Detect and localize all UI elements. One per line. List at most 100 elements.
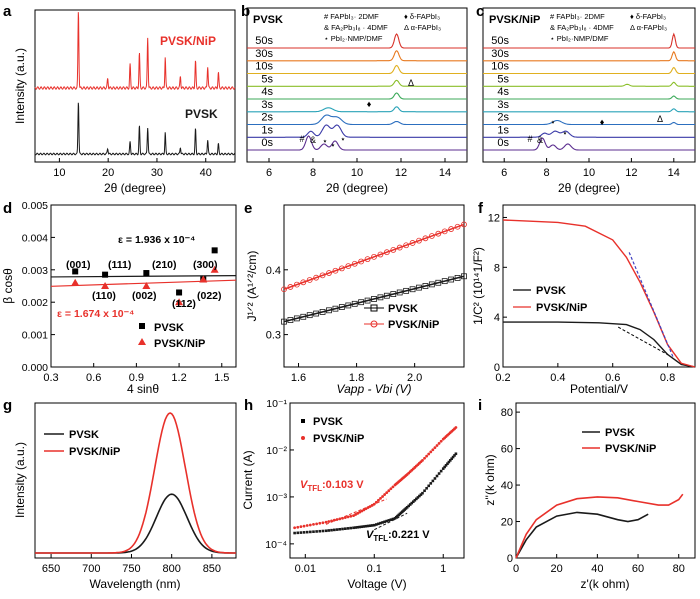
e-point-pvsk: [441, 278, 448, 285]
i-xtick-label: 40: [591, 563, 603, 575]
b-xtick-label: 8: [310, 167, 316, 179]
plot-frame-e: [283, 204, 465, 368]
c-time-label: 30s: [491, 48, 509, 60]
e-fit-line: [283, 275, 465, 323]
e-ytick-label: 0.3: [266, 330, 281, 342]
b-traces: [247, 33, 467, 151]
d-xtick-label: 0.9: [129, 372, 144, 384]
c-time-label: 50s: [491, 35, 509, 47]
c-legend-2: ⋆ PbI₂·NMP/DMF: [550, 34, 609, 43]
plot-frame-g: [34, 402, 237, 559]
e-point-pvsk: [403, 287, 410, 294]
h-point-pvsk: [379, 521, 382, 525]
h-point-pvsk: [453, 454, 456, 457]
h-point-nip: [315, 522, 319, 526]
h-point-pvsk: [358, 525, 362, 529]
e-point-nip: [441, 228, 448, 235]
f-fit-pvsk: [617, 326, 668, 355]
f-fit-nip: [628, 252, 674, 358]
h-point-pvsk: [309, 530, 312, 534]
d-hkl-002: (002): [132, 290, 157, 302]
h-point-pvsk: [413, 498, 417, 502]
e-point-nip: [287, 284, 294, 290]
h-point-nip: [318, 521, 322, 525]
e-point-pvsk: [281, 318, 287, 325]
e-point-pvsk: [383, 292, 390, 299]
b-peak-mark: ♦: [367, 99, 372, 109]
h-point-pvsk: [299, 531, 303, 534]
h-point-nip: [293, 526, 297, 530]
b-trace-3s: [247, 106, 467, 113]
e-point-pvsk: [448, 276, 455, 283]
h-legend-pvsk: PVSK: [313, 416, 343, 428]
i-ytick-labels: 0 20 40 60 80: [501, 407, 520, 565]
f-ytick-labels: 0 4 8 12: [488, 212, 507, 374]
h-point-nip: [433, 446, 437, 450]
h-point-nip: [299, 525, 303, 529]
h-point-pvsk: [327, 529, 331, 532]
i-ytick-label: 80: [501, 407, 513, 419]
b-time-label: 10s: [255, 61, 273, 73]
h-point-nip: [332, 518, 336, 522]
d-eps-red: ε = 1.674 x 10⁻⁴: [57, 308, 134, 320]
d-xtick-labels: 0.3 0.6 0.9 1.2 1.5: [43, 363, 229, 384]
plot-frame-f: [502, 204, 696, 368]
i-xtick-label: 80: [673, 563, 685, 575]
h-point-nip: [439, 439, 443, 443]
c-xtick-label: 10: [583, 167, 595, 179]
g-xtick-label: 800: [163, 563, 181, 575]
e-point-pvsk: [371, 296, 377, 302]
c-time-label: 5s: [497, 73, 509, 85]
h-point-pvsk: [377, 522, 380, 526]
b-peak-mark: &: [310, 135, 316, 145]
h-xtick-labels: 0.01 0.1 1: [295, 554, 446, 575]
c-peak-mark: &: [537, 135, 543, 145]
h-point-nip: [381, 495, 384, 498]
i-traces: [515, 493, 684, 559]
h-point-pvsk: [343, 527, 347, 530]
e-point-nip: [332, 267, 339, 274]
h-point-pvsk: [405, 506, 409, 509]
i-ylabel: z''(k ohm): [483, 454, 497, 505]
d-point-nip: [142, 282, 151, 289]
i-ytick-label: 40: [501, 480, 513, 492]
e-point-nip: [293, 281, 300, 288]
e-point-nip: [326, 270, 332, 276]
c-legend-0: # FAPbI₃· 2DMF: [550, 12, 605, 21]
d-hkl-111: (111): [108, 259, 131, 271]
panel-e: e 0.3 0.4 1.6 1.8 2.0 PVSK PVSK/NiP J¹ᐟ² (A…: [244, 200, 467, 396]
d-eps-black: ε = 1.936 x 10⁻⁴: [118, 234, 195, 246]
h-xlabel: Voltage (V): [347, 577, 406, 591]
e-point-nip: [383, 249, 390, 256]
h-traces: [293, 426, 458, 535]
f-legend-nip: PVSK/NiP: [536, 302, 587, 314]
e-fit-line: [283, 223, 465, 290]
h-point-pvsk: [381, 521, 384, 524]
b-peak-mark: #: [299, 134, 304, 144]
c-time-label: 2s: [497, 112, 509, 124]
h-ylabel: Current (A): [241, 450, 255, 509]
c-peak-mark: Δ: [657, 114, 663, 124]
e-point-pvsk: [326, 307, 332, 314]
e-point-nip: [306, 277, 313, 283]
e-legend-nip: PVSK/NiP: [388, 319, 439, 331]
d-data-marks: [50, 247, 237, 306]
h-point-nip: [321, 521, 325, 525]
h-point-pvsk: [383, 520, 386, 524]
h-point-nip: [352, 514, 355, 517]
h-point-pvsk: [408, 503, 412, 506]
h-vtfl-red: VTFL:0.103 V: [300, 479, 364, 493]
h-point-pvsk: [439, 469, 443, 473]
d-ytick-label: 0.001: [22, 330, 48, 342]
f-xtick-label: 0.6: [605, 372, 620, 384]
c-trace-0s: [483, 137, 695, 151]
e-point-pvsk: [293, 315, 300, 322]
b-xtick-label: 10: [351, 167, 363, 179]
h-point-nip: [360, 509, 364, 513]
h-point-pvsk: [366, 524, 370, 528]
b-trace-5s: [247, 79, 467, 87]
e-point-pvsk: [313, 310, 320, 317]
d-ytick-labels: 0.000 0.001 0.002 0.003 0.004 0.005: [22, 200, 55, 374]
panel-letter-b: b: [241, 3, 250, 20]
b-trace-30s: [247, 50, 467, 62]
